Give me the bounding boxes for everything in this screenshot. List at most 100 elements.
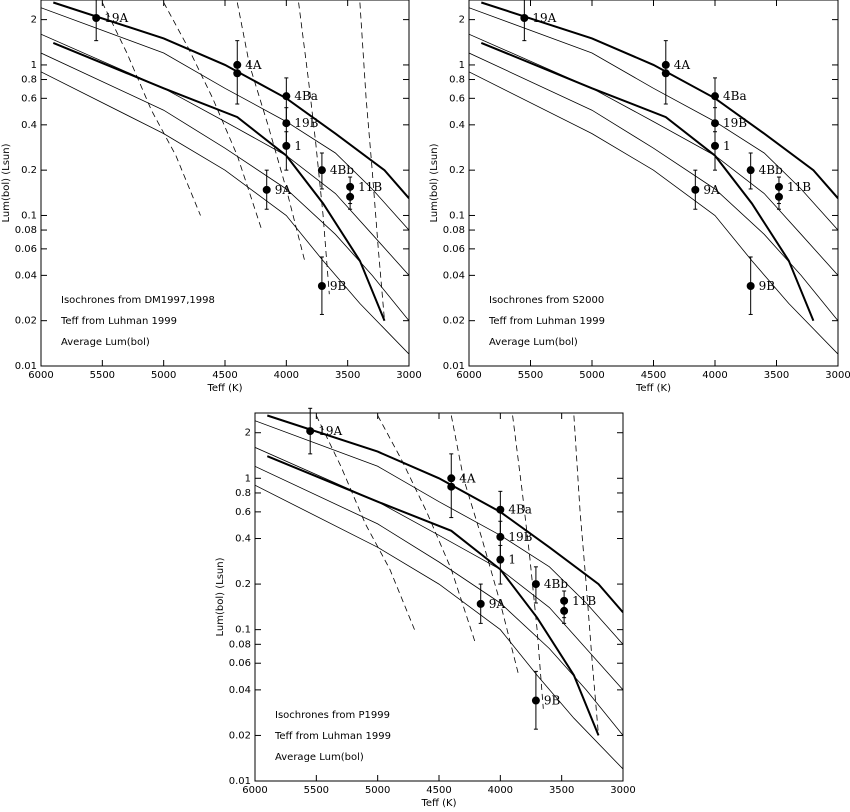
data-marker [496, 555, 505, 564]
y-tick-label: 0.4 [21, 120, 37, 131]
star-point: 4Ba [711, 77, 747, 123]
y-tick-label: 0.8 [235, 488, 251, 499]
data-marker [520, 14, 529, 23]
annotation-text: Isochrones from DM1997,1998 [61, 295, 215, 306]
star-point: 4A [233, 40, 262, 105]
y-axis-label: Lum(bol) (Lsun) [1, 143, 12, 222]
point-label: 9A [275, 183, 292, 197]
data-marker [711, 119, 719, 128]
star-point: 1 [282, 131, 302, 171]
y-tick-label: 0.1 [21, 210, 37, 221]
point-label: 4A [674, 58, 691, 72]
x-axis-label: Teff (K) [421, 798, 457, 809]
x-axis-label: Teff (K) [207, 383, 243, 394]
mass-track-dashed [163, 2, 263, 231]
y-tick-label: 0.4 [235, 534, 251, 545]
x-tick-label: 5000 [365, 785, 390, 796]
point-label: 4Bb [759, 163, 783, 177]
mass-track-dashed [450, 415, 520, 676]
star-point: 19B [711, 107, 747, 145]
mass-track-dashed [315, 415, 415, 630]
star-point: 4A [447, 453, 476, 519]
y-tick-label: 0.02 [15, 316, 37, 327]
data-marker [476, 599, 485, 608]
y-tick-label: 0.08 [443, 225, 465, 236]
data-marker [447, 474, 456, 483]
point-label: 19B [508, 530, 532, 544]
data-marker [306, 427, 315, 436]
star-point [346, 184, 355, 210]
x-tick-label: 3000 [825, 370, 850, 381]
isochrone-line [469, 33, 838, 276]
data-marker [746, 166, 755, 175]
plot-frame [254, 412, 624, 782]
data-marker [746, 281, 755, 290]
annotation-text: Average Lum(bol) [61, 337, 150, 348]
x-tick-label: 5500 [518, 370, 543, 381]
data-marker [531, 580, 540, 589]
data-marker [774, 192, 783, 201]
plot-frame [40, 0, 410, 367]
data-marker [496, 505, 505, 514]
x-tick-label: 5500 [90, 370, 115, 381]
y-tick-label: 0.08 [229, 639, 251, 650]
mass-track-dashed [512, 415, 544, 709]
x-tick-label: 6000 [242, 785, 267, 796]
x-tick-label: 3500 [335, 370, 360, 381]
y-tick-label: 0.06 [443, 244, 465, 255]
y-tick-label: 0.01 [229, 776, 251, 787]
star-point [774, 184, 783, 210]
point-label: 19A [532, 11, 556, 25]
point-label: 19B [723, 116, 747, 130]
annotation-text: Teff from Luhman 1999 [60, 316, 177, 327]
x-tick-label: 5000 [151, 370, 176, 381]
point-label: 11B [572, 594, 596, 608]
y-tick-label: 0.2 [449, 165, 465, 176]
y-tick-label: 0.08 [15, 225, 37, 236]
annotation-text: Isochrones from P1999 [275, 710, 390, 721]
point-label: 9B [759, 279, 776, 293]
y-tick-label: 0.06 [15, 244, 37, 255]
y-tick-label: 0.1 [449, 210, 465, 221]
x-tick-label: 5000 [579, 370, 604, 381]
point-label: 19A [318, 424, 342, 438]
star-point: 19A [92, 0, 128, 42]
star-point: 4Ba [496, 490, 532, 536]
x-tick-label: 6000 [28, 370, 53, 381]
y-tick-label: 0.04 [443, 270, 465, 281]
isochrone-line [255, 484, 623, 770]
point-label: 4Ba [294, 89, 318, 103]
star-point: 4Bb [531, 566, 568, 604]
x-axis-label: Teff (K) [635, 383, 671, 394]
x-tick-label: 5500 [304, 785, 329, 796]
data-marker [560, 606, 569, 615]
annotation-text: Average Lum(bol) [275, 752, 364, 763]
y-tick-label: 0.06 [229, 658, 251, 669]
data-marker [531, 696, 540, 705]
y-tick-label: 0.8 [449, 75, 465, 86]
y-tick-label: 0.6 [449, 93, 465, 104]
point-label: 1 [294, 139, 302, 153]
point-label: 9A [489, 597, 506, 611]
chart-panel-1: 6000 5500 5000 4500 4000 3500 3000 0.01 0.02 0.04… [1, 0, 422, 394]
x-tick-label: 4500 [426, 785, 451, 796]
point-label: 4Ba [508, 503, 532, 517]
x-tick-label: 4500 [212, 370, 237, 381]
star-point: 4Bb [317, 152, 354, 190]
x-tick-label: 4000 [274, 370, 299, 381]
data-marker [346, 192, 355, 201]
data-marker [282, 119, 291, 128]
point-label: 9B [544, 694, 561, 708]
y-tick-label: 0.04 [15, 270, 37, 281]
data-points: 19A 4A 4Ba 19B 1 4Bb 11B 9A 9B [92, 0, 382, 315]
y-axis-label: Lum(bol) (Lsun) [215, 557, 226, 636]
data-marker [317, 281, 326, 290]
y-tick-label: 0.01 [15, 361, 37, 372]
star-point: 4Bb [746, 152, 783, 190]
star-point: 1 [711, 131, 731, 171]
x-tick-label: 3000 [396, 370, 421, 381]
data-marker [447, 482, 456, 491]
star-point: 9B [746, 256, 776, 315]
mass-track-dashed [573, 415, 599, 736]
